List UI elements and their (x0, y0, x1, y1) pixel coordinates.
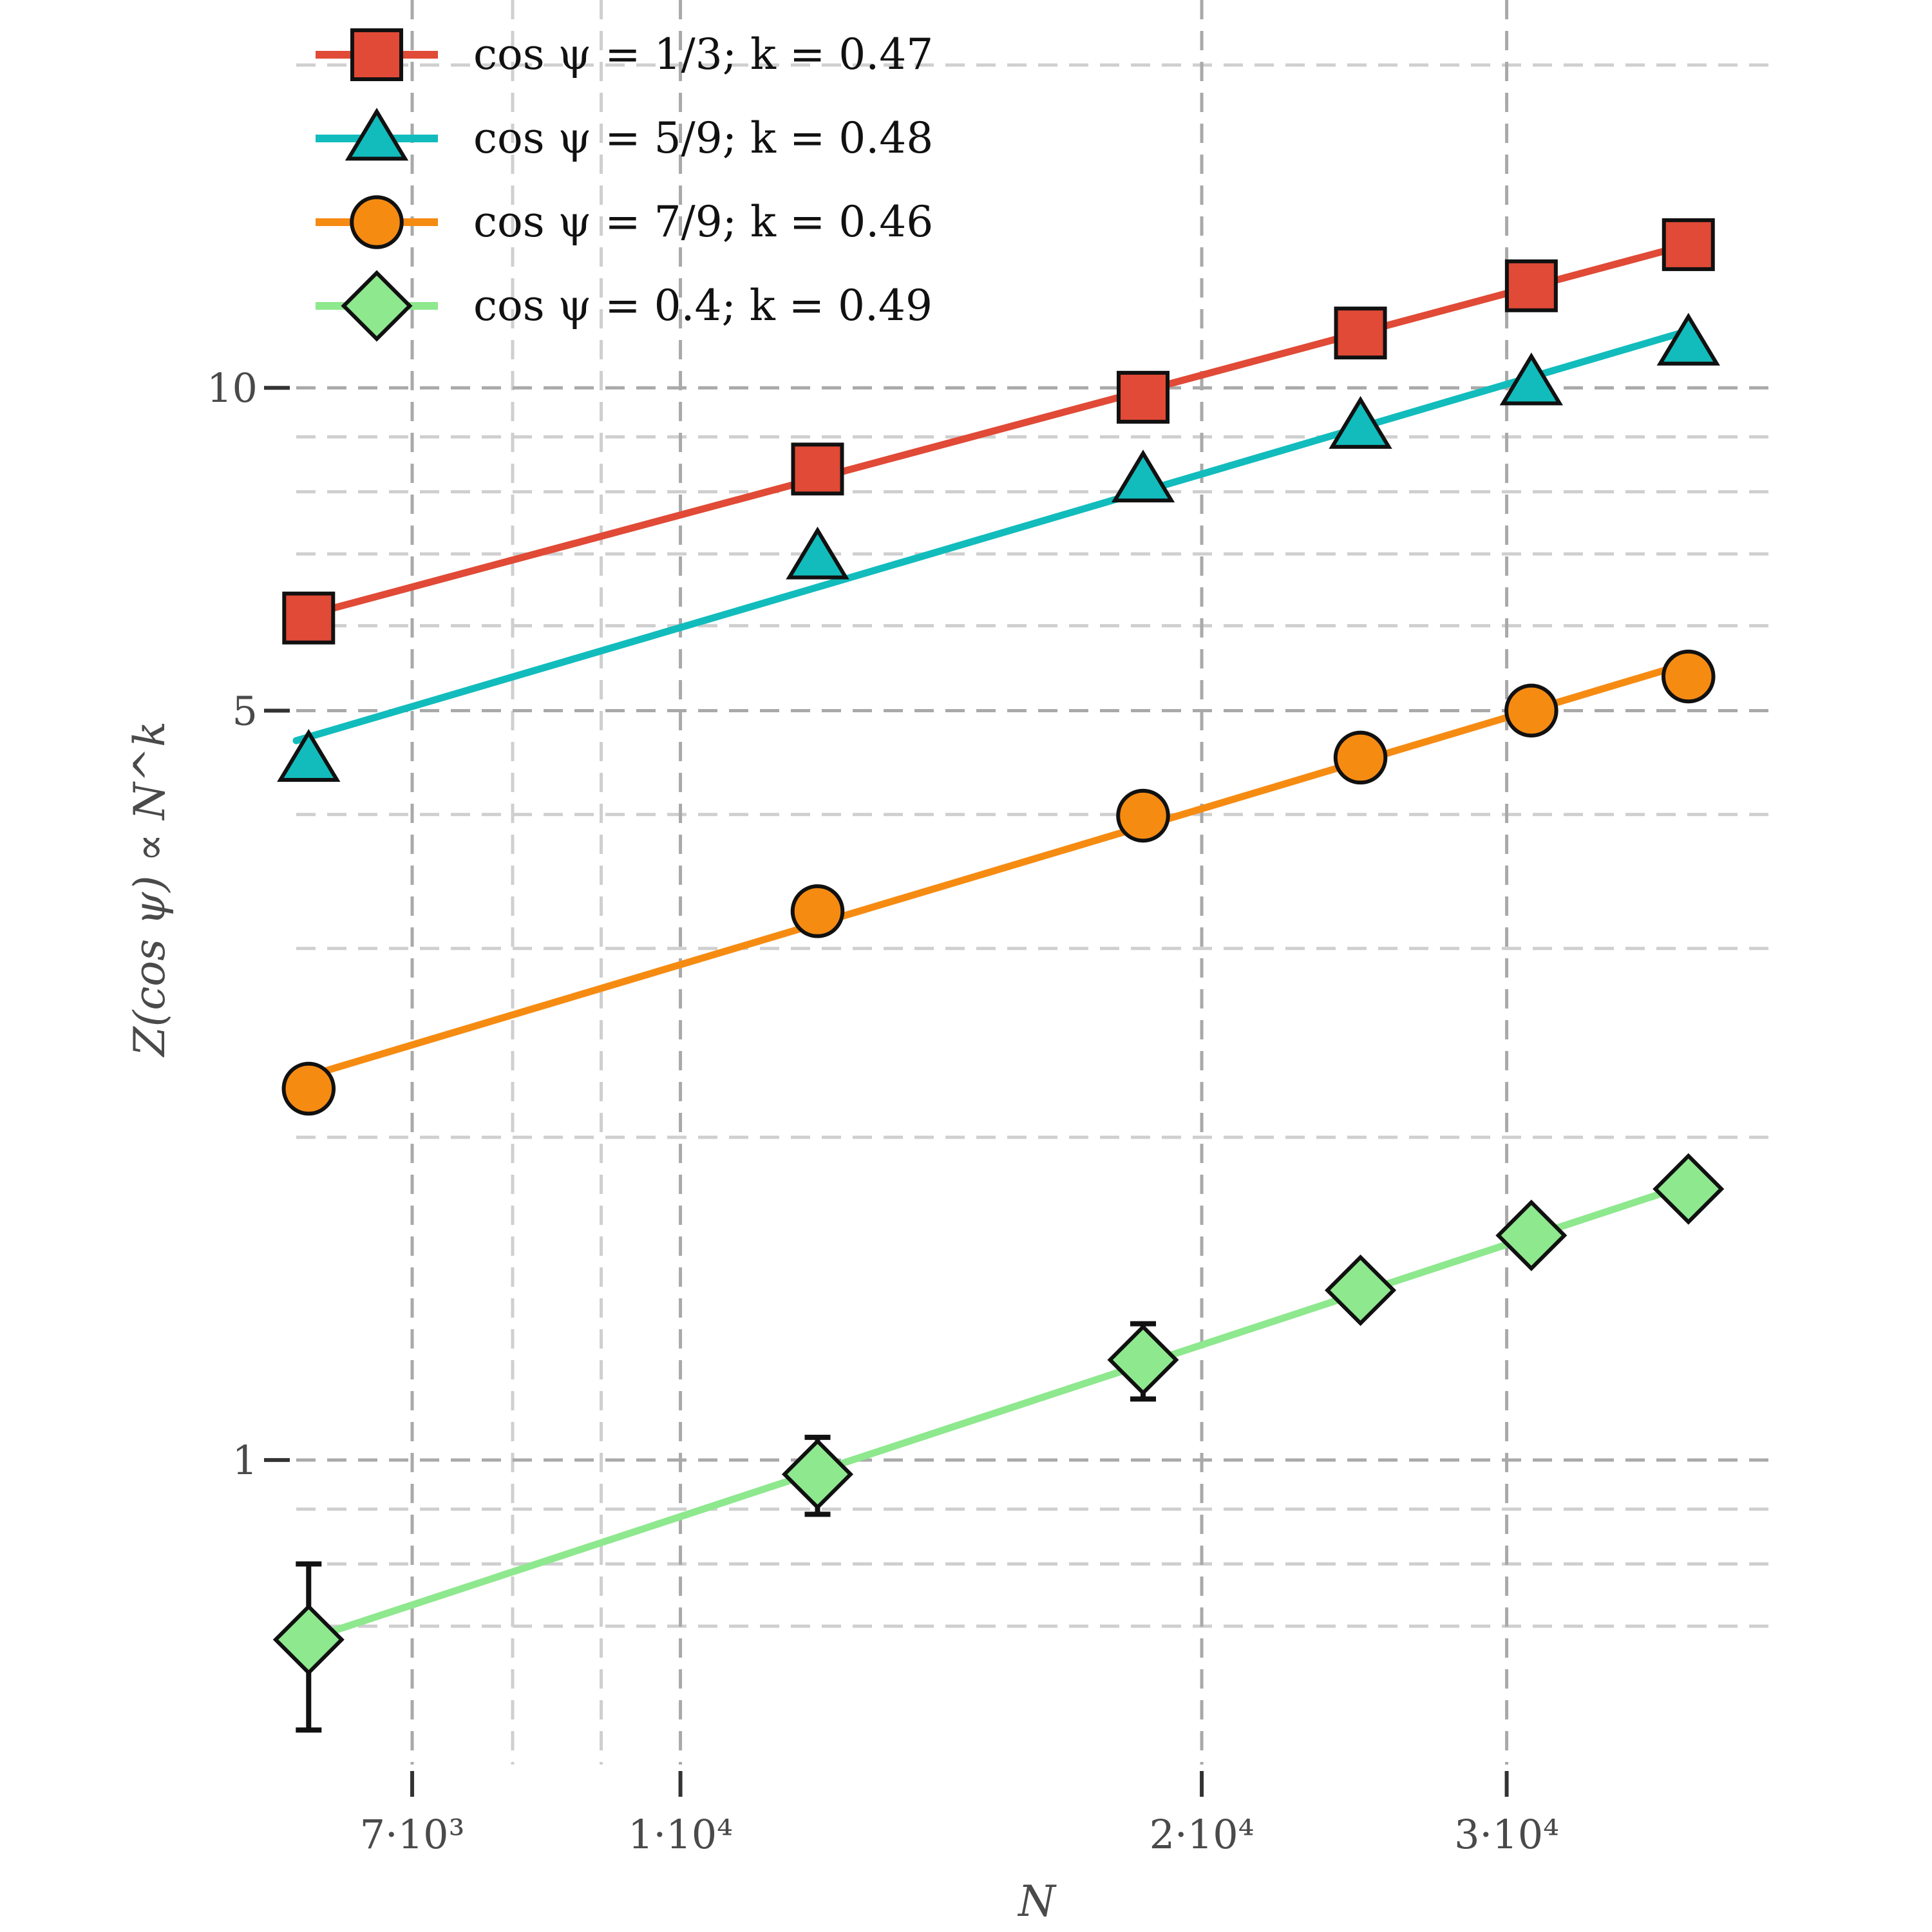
fit-line (292, 659, 1692, 1083)
circle-marker (1116, 788, 1170, 843)
y-tick-label: 10 (207, 365, 258, 412)
diamond-marker (781, 1438, 854, 1510)
axes: 1 5 10 7·10³ 1·10⁴ 2·10⁴ 3·10⁴ N Z(cos ψ) ∝ N^k (125, 365, 1559, 1926)
legend-item: cos ψ = 5/9; k = 0.48 (316, 108, 933, 163)
triangle-marker (345, 108, 409, 161)
y-axis-title: Z(cos ψ) ∝ N^k (125, 721, 175, 1057)
diamond-marker (1653, 1153, 1725, 1225)
diamond-marker (1107, 1324, 1179, 1396)
square-marker (1334, 307, 1387, 360)
y-tick-label: 5 (232, 687, 258, 734)
square-marker (791, 442, 844, 496)
x-tick-label: 2·10⁴ (1150, 1811, 1255, 1858)
circle-marker (350, 195, 404, 249)
triangle-marker (1499, 352, 1564, 406)
square-marker (282, 591, 336, 645)
diamond-marker (1325, 1254, 1397, 1327)
square-marker (1504, 259, 1558, 312)
square-marker (1117, 370, 1170, 424)
circle-marker (1662, 649, 1716, 704)
plot-area (272, 218, 1725, 1733)
diamond-marker (1495, 1199, 1567, 1271)
y-tick-label: 1 (232, 1437, 258, 1484)
legend-label: cos ψ = 1/3; k = 0.47 (473, 30, 933, 79)
triangle-marker (1656, 312, 1720, 366)
legend-item: cos ψ = 0.4; k = 0.49 (316, 270, 933, 342)
square-marker (350, 28, 403, 81)
series-diamond (272, 1153, 1725, 1733)
fit-line (292, 241, 1692, 622)
circle-marker (281, 1061, 336, 1116)
legend-label: cos ψ = 5/9; k = 0.48 (473, 113, 933, 163)
legend-item: cos ψ = 1/3; k = 0.47 (316, 28, 933, 81)
x-axis-title: N (1017, 1877, 1057, 1926)
circle-marker (790, 884, 845, 938)
legend: cos ψ = 1/3; k = 0.47 cos ψ = 5/9; k = 0.… (316, 28, 933, 342)
triangle-marker (1111, 450, 1175, 503)
series-triangle (277, 312, 1720, 782)
circle-marker (1504, 683, 1558, 738)
legend-label: cos ψ = 7/9; k = 0.46 (473, 197, 933, 247)
series-circle (281, 649, 1716, 1116)
fit-line (292, 1181, 1692, 1647)
series-square (282, 218, 1715, 645)
fit-line (292, 327, 1692, 744)
x-tick-label: 1·10⁴ (628, 1811, 733, 1858)
x-tick-label: 3·10⁴ (1454, 1811, 1559, 1858)
triangle-marker (786, 526, 849, 580)
x-tick-label: 7·10³ (360, 1811, 465, 1858)
legend-label: cos ψ = 0.4; k = 0.49 (473, 281, 933, 330)
square-marker (1662, 218, 1715, 271)
triangle-marker (1329, 395, 1392, 449)
diamond-marker (272, 1604, 345, 1676)
legend-item: cos ψ = 7/9; k = 0.46 (316, 195, 933, 249)
triangle-marker (277, 728, 341, 782)
diamond-marker (341, 270, 413, 342)
circle-marker (1333, 730, 1388, 785)
